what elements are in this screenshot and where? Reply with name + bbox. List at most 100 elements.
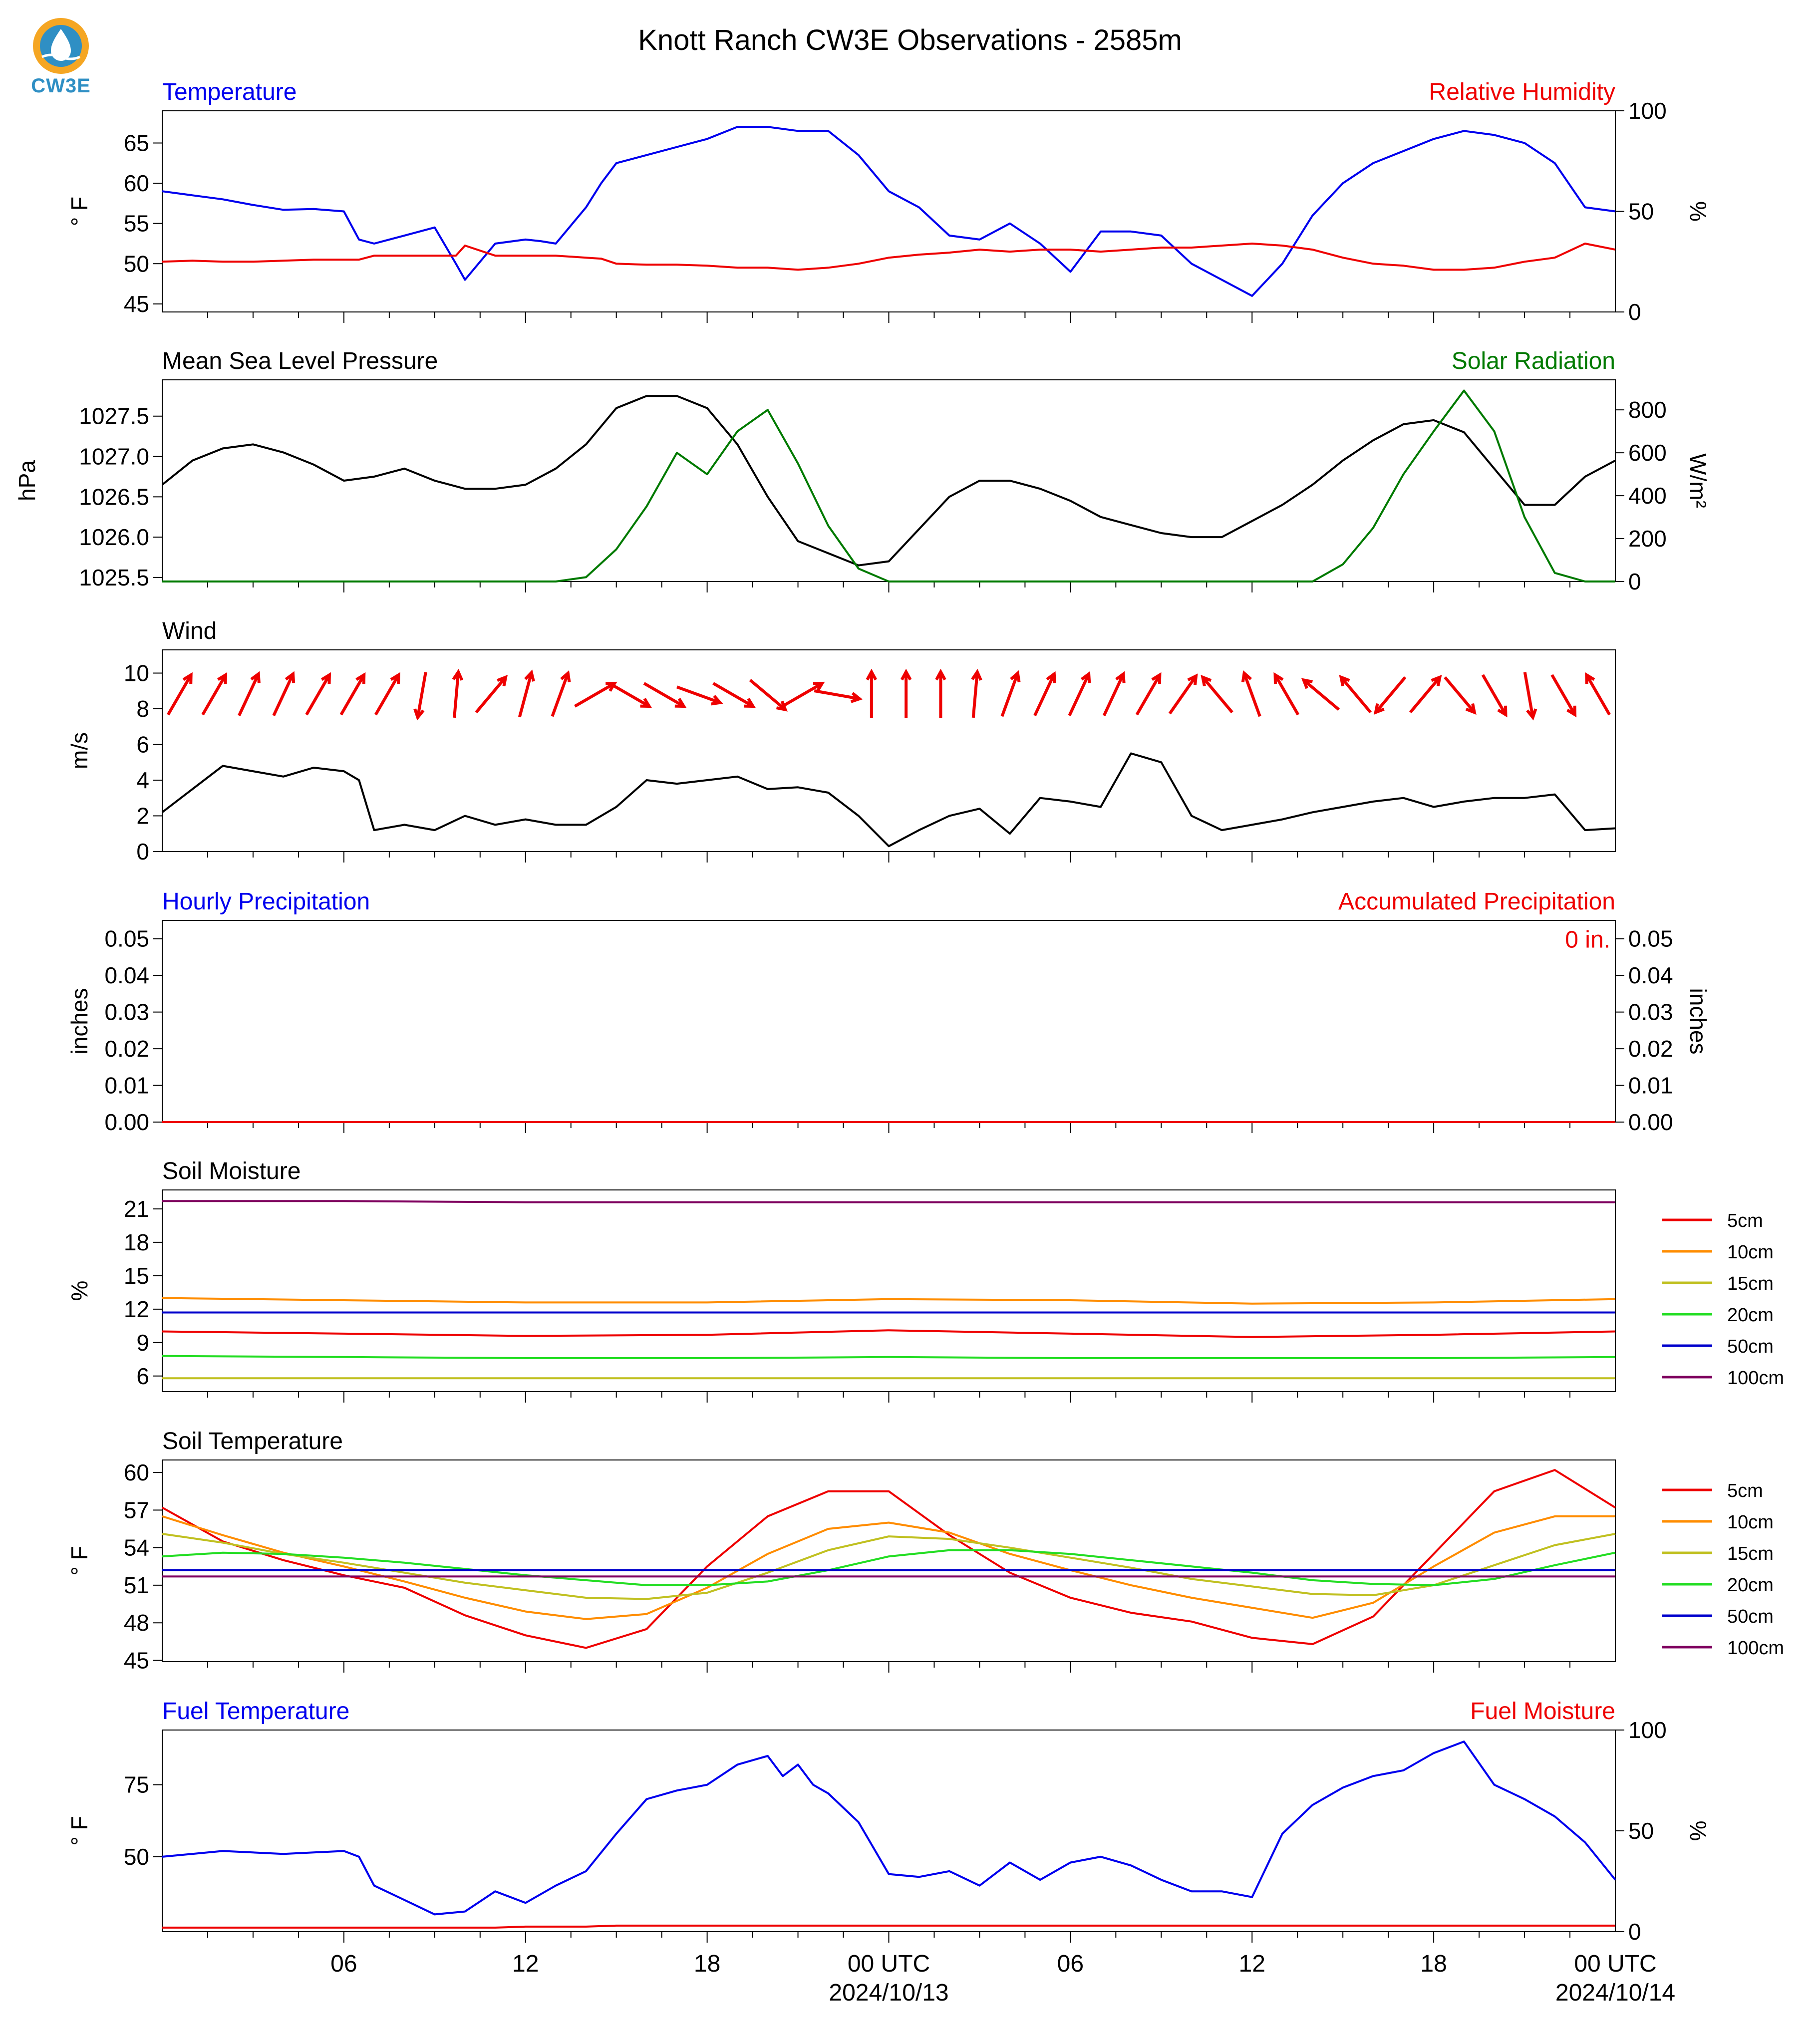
series-line-temperature [162,126,1616,297]
wind-arrow [413,672,427,721]
legend-label: 100cm [1727,1638,1784,1659]
wind-arrow-head [935,668,946,681]
series-line-5cm [162,1329,1616,1338]
wind-arrow-head [1526,708,1537,721]
wind-arrow-head [560,670,571,683]
wind-arrow-head [711,695,723,706]
wind-arrow-shaft [1374,676,1407,714]
y-tick-label: 55 [124,211,149,237]
wind-arrow-head [1373,703,1385,715]
wind-arrow [238,671,261,716]
wind-arrow [1273,672,1300,716]
y-tick-label-right: 0.02 [1628,1036,1673,1062]
wind-arrow [1585,672,1611,716]
wind-arrow-shaft [971,671,979,718]
wind-arrow-shaft [749,679,787,711]
wind-arrow-head [1301,678,1313,689]
wind-arrow [608,682,652,708]
wind-arrow-shaft [1135,674,1161,716]
y-tick-label-right: 200 [1628,526,1667,552]
wind-arrow [518,669,535,718]
wind-arrow-head [320,672,331,684]
wind-arrow [452,668,464,718]
panel-title-right: Accumulated Precipitation [1338,888,1615,915]
plot-frame [162,110,1616,312]
wind-arrow [781,681,825,708]
wind-arrow [1444,676,1477,715]
wind-arrow [551,670,571,717]
wind-arrow-head [250,671,261,683]
wind-arrow [814,689,863,703]
wind-arrow-shaft [238,673,260,716]
y-tick-label-right: 100 [1628,98,1667,124]
x-date-label: 2024/10/13 [829,1980,948,2006]
series-line-relative-humidity [162,243,1616,271]
wind-arrow-head [1497,705,1508,718]
y-axis-label: ° F [66,1816,92,1845]
panel-6: Soil Temperature 45 48 51 54 57 60 ° F 5cm 10cm 15… [66,1428,1784,1673]
y-axis-label: hPa [14,460,40,501]
wind-arrow-head [866,668,878,681]
wind-arrow [1550,674,1577,718]
panel-7: Fuel Temperature Fuel Moisture 50 75 0 50 100 °… [66,1698,1711,1945]
series-line-mean-sea-level-pressure [161,395,1616,567]
wind-arrow-head [413,708,425,721]
y-axis-label: ° F [66,1546,92,1575]
wind-arrow-head [674,698,687,708]
wind-arrow [643,682,687,708]
wind-arrow [1201,674,1233,714]
x-tick-label: 00 UTC [848,1951,930,1977]
y-tick-label: 0.00 [104,1109,149,1135]
wind-arrow [272,671,296,716]
y-tick-label-right: 0.05 [1628,926,1673,952]
wind-arrow-shaft [712,682,754,708]
wind-arrow [574,681,617,708]
y-tick-label-right: 0.03 [1628,999,1673,1025]
y-tick-label: 8 [136,696,149,722]
x-tick-label: 06 [1057,1951,1084,1977]
y-axis-label: m/s [66,732,92,769]
series-line-5cm [162,1469,1616,1649]
panel-2: Mean Sea Level Pressure Solar Radiation 10… [14,348,1711,594]
series-line-wind [161,752,1616,848]
wind-arrow-head [452,668,464,681]
wind-arrow [1481,674,1508,718]
wind-arrow-head [1115,671,1126,683]
panel-3: Wind 0 2 4 6 8 10 m/s [66,618,1616,865]
panel-title-left: Hourly Precipitation [162,888,370,915]
wind-arrow-head [606,681,617,692]
y-tick-label: 1026.5 [79,484,149,510]
y-tick-label: 4 [136,767,149,793]
series-line-solar-radiation [162,389,1615,582]
y-axis-label-right: % [1685,201,1711,222]
plot-frame [162,649,1616,852]
wind-arrow [1135,672,1162,716]
wind-arrow-shaft [1068,673,1090,716]
legend-label: 5cm [1727,1480,1763,1501]
wind-arrow-shaft [574,682,615,708]
y-tick-label: 0.01 [104,1073,149,1099]
wind-arrow-shaft [1242,672,1261,717]
y-tick-label-right: 50 [1628,1818,1654,1844]
y-tick-label: 0.02 [104,1036,149,1062]
y-axis-label-right: W/m² [1685,453,1711,508]
panel-title-left: Temperature [162,79,297,105]
wind-arrow [1168,673,1198,715]
wind-arrow-shaft [608,682,650,708]
y-tick-label-right: 0.00 [1628,1109,1673,1135]
wind-arrow-shaft [1302,679,1340,711]
y-tick-label-right: 400 [1628,483,1667,509]
wind-arrow-shaft [201,674,227,716]
y-tick-label: 0.04 [104,962,149,988]
legend-label: 50cm [1727,1606,1774,1627]
y-tick-label: 60 [124,1459,149,1485]
y-tick-label-right: 800 [1628,397,1667,423]
wind-arrow-head [1465,703,1477,715]
wind-arrow [900,668,912,718]
wind-arrow-head [744,698,756,708]
y-tick-label: 50 [124,251,149,277]
panel-title-left: Wind [162,618,217,644]
y-tick-label: 60 [124,170,149,196]
x-tick-label: 00 UTC [1574,1951,1656,1977]
